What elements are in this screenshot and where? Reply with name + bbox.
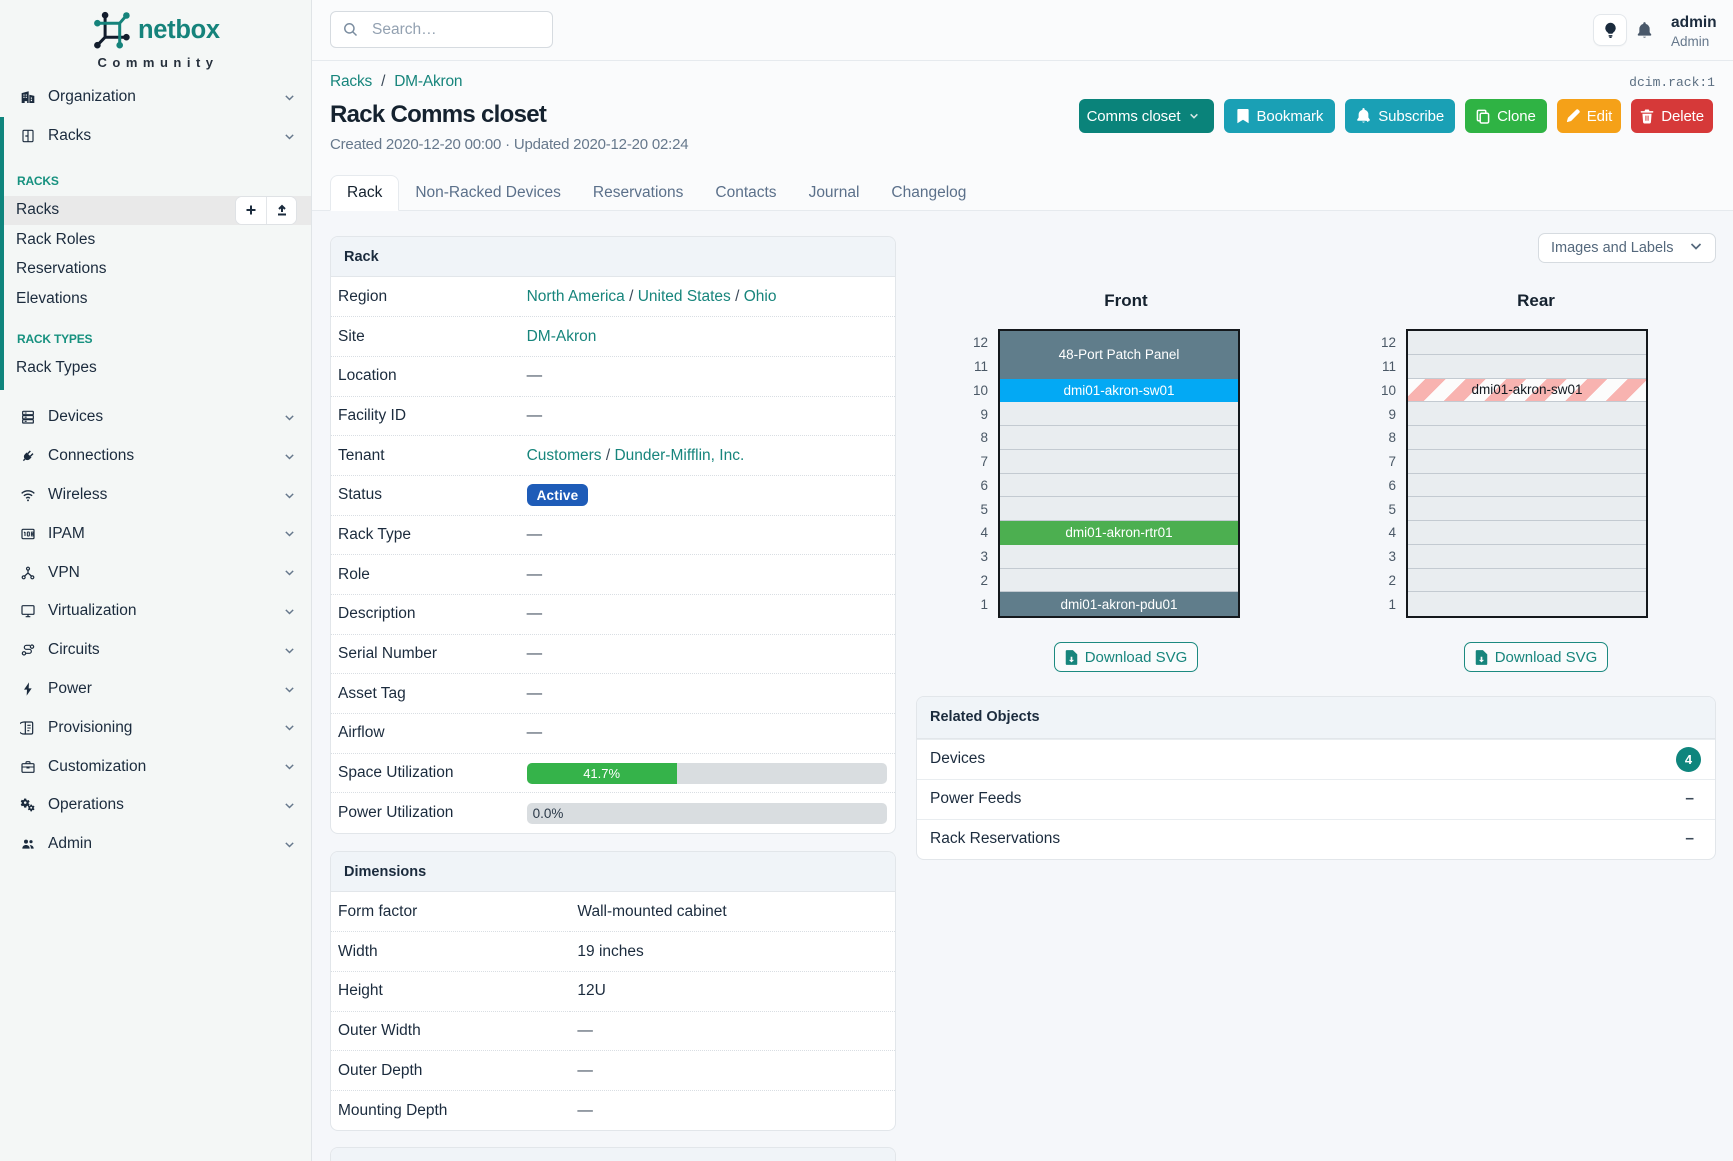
- svg-text:netbox: netbox: [138, 16, 220, 44]
